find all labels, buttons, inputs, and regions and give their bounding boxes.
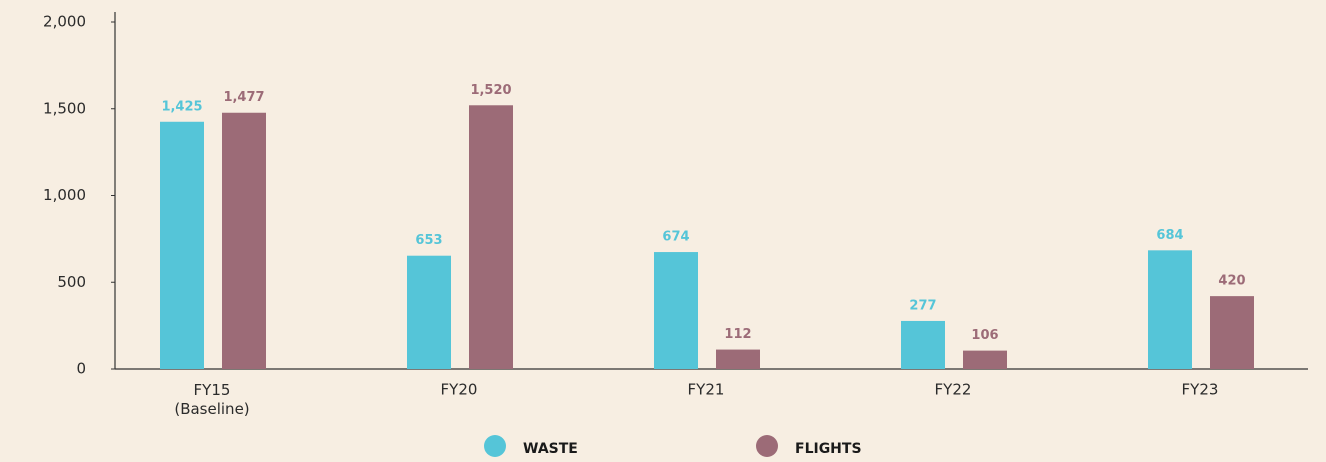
value-label: 653 [415,233,442,248]
y-tick-label: 1,500 [43,99,86,117]
legend-swatch [484,435,506,457]
x-tick-label: FY15 (Baseline) [174,381,249,418]
bar [160,121,204,369]
x-tick-label: FY21 [688,381,725,399]
bar [222,112,266,369]
value-label: 112 [724,327,751,342]
bar [469,105,513,369]
bar [407,255,451,369]
value-label: 420 [1218,274,1245,289]
value-label: 277 [909,298,936,313]
bar [716,349,760,369]
y-tick-label: 500 [57,273,86,291]
legend-swatch [756,435,778,457]
legend-label: WASTE [523,441,578,457]
y-tick-label: 2,000 [43,13,86,31]
value-label: 106 [971,328,998,343]
value-label: 1,477 [223,90,264,105]
value-label: 1,425 [161,99,202,114]
x-tick-label: FY20 [441,381,478,399]
bar [654,252,698,369]
value-label: 674 [662,230,689,245]
bar [963,350,1007,369]
x-tick-label: FY22 [935,381,972,399]
value-label: 684 [1156,228,1183,243]
value-label: 1,520 [470,83,511,98]
bar [1210,296,1254,369]
y-tick-label: 0 [76,360,86,378]
x-tick-label: FY23 [1182,381,1219,399]
legend-label: FLIGHTS [795,441,862,457]
y-tick-label: 1,000 [43,186,86,204]
bar [1148,250,1192,369]
bar [901,320,945,369]
